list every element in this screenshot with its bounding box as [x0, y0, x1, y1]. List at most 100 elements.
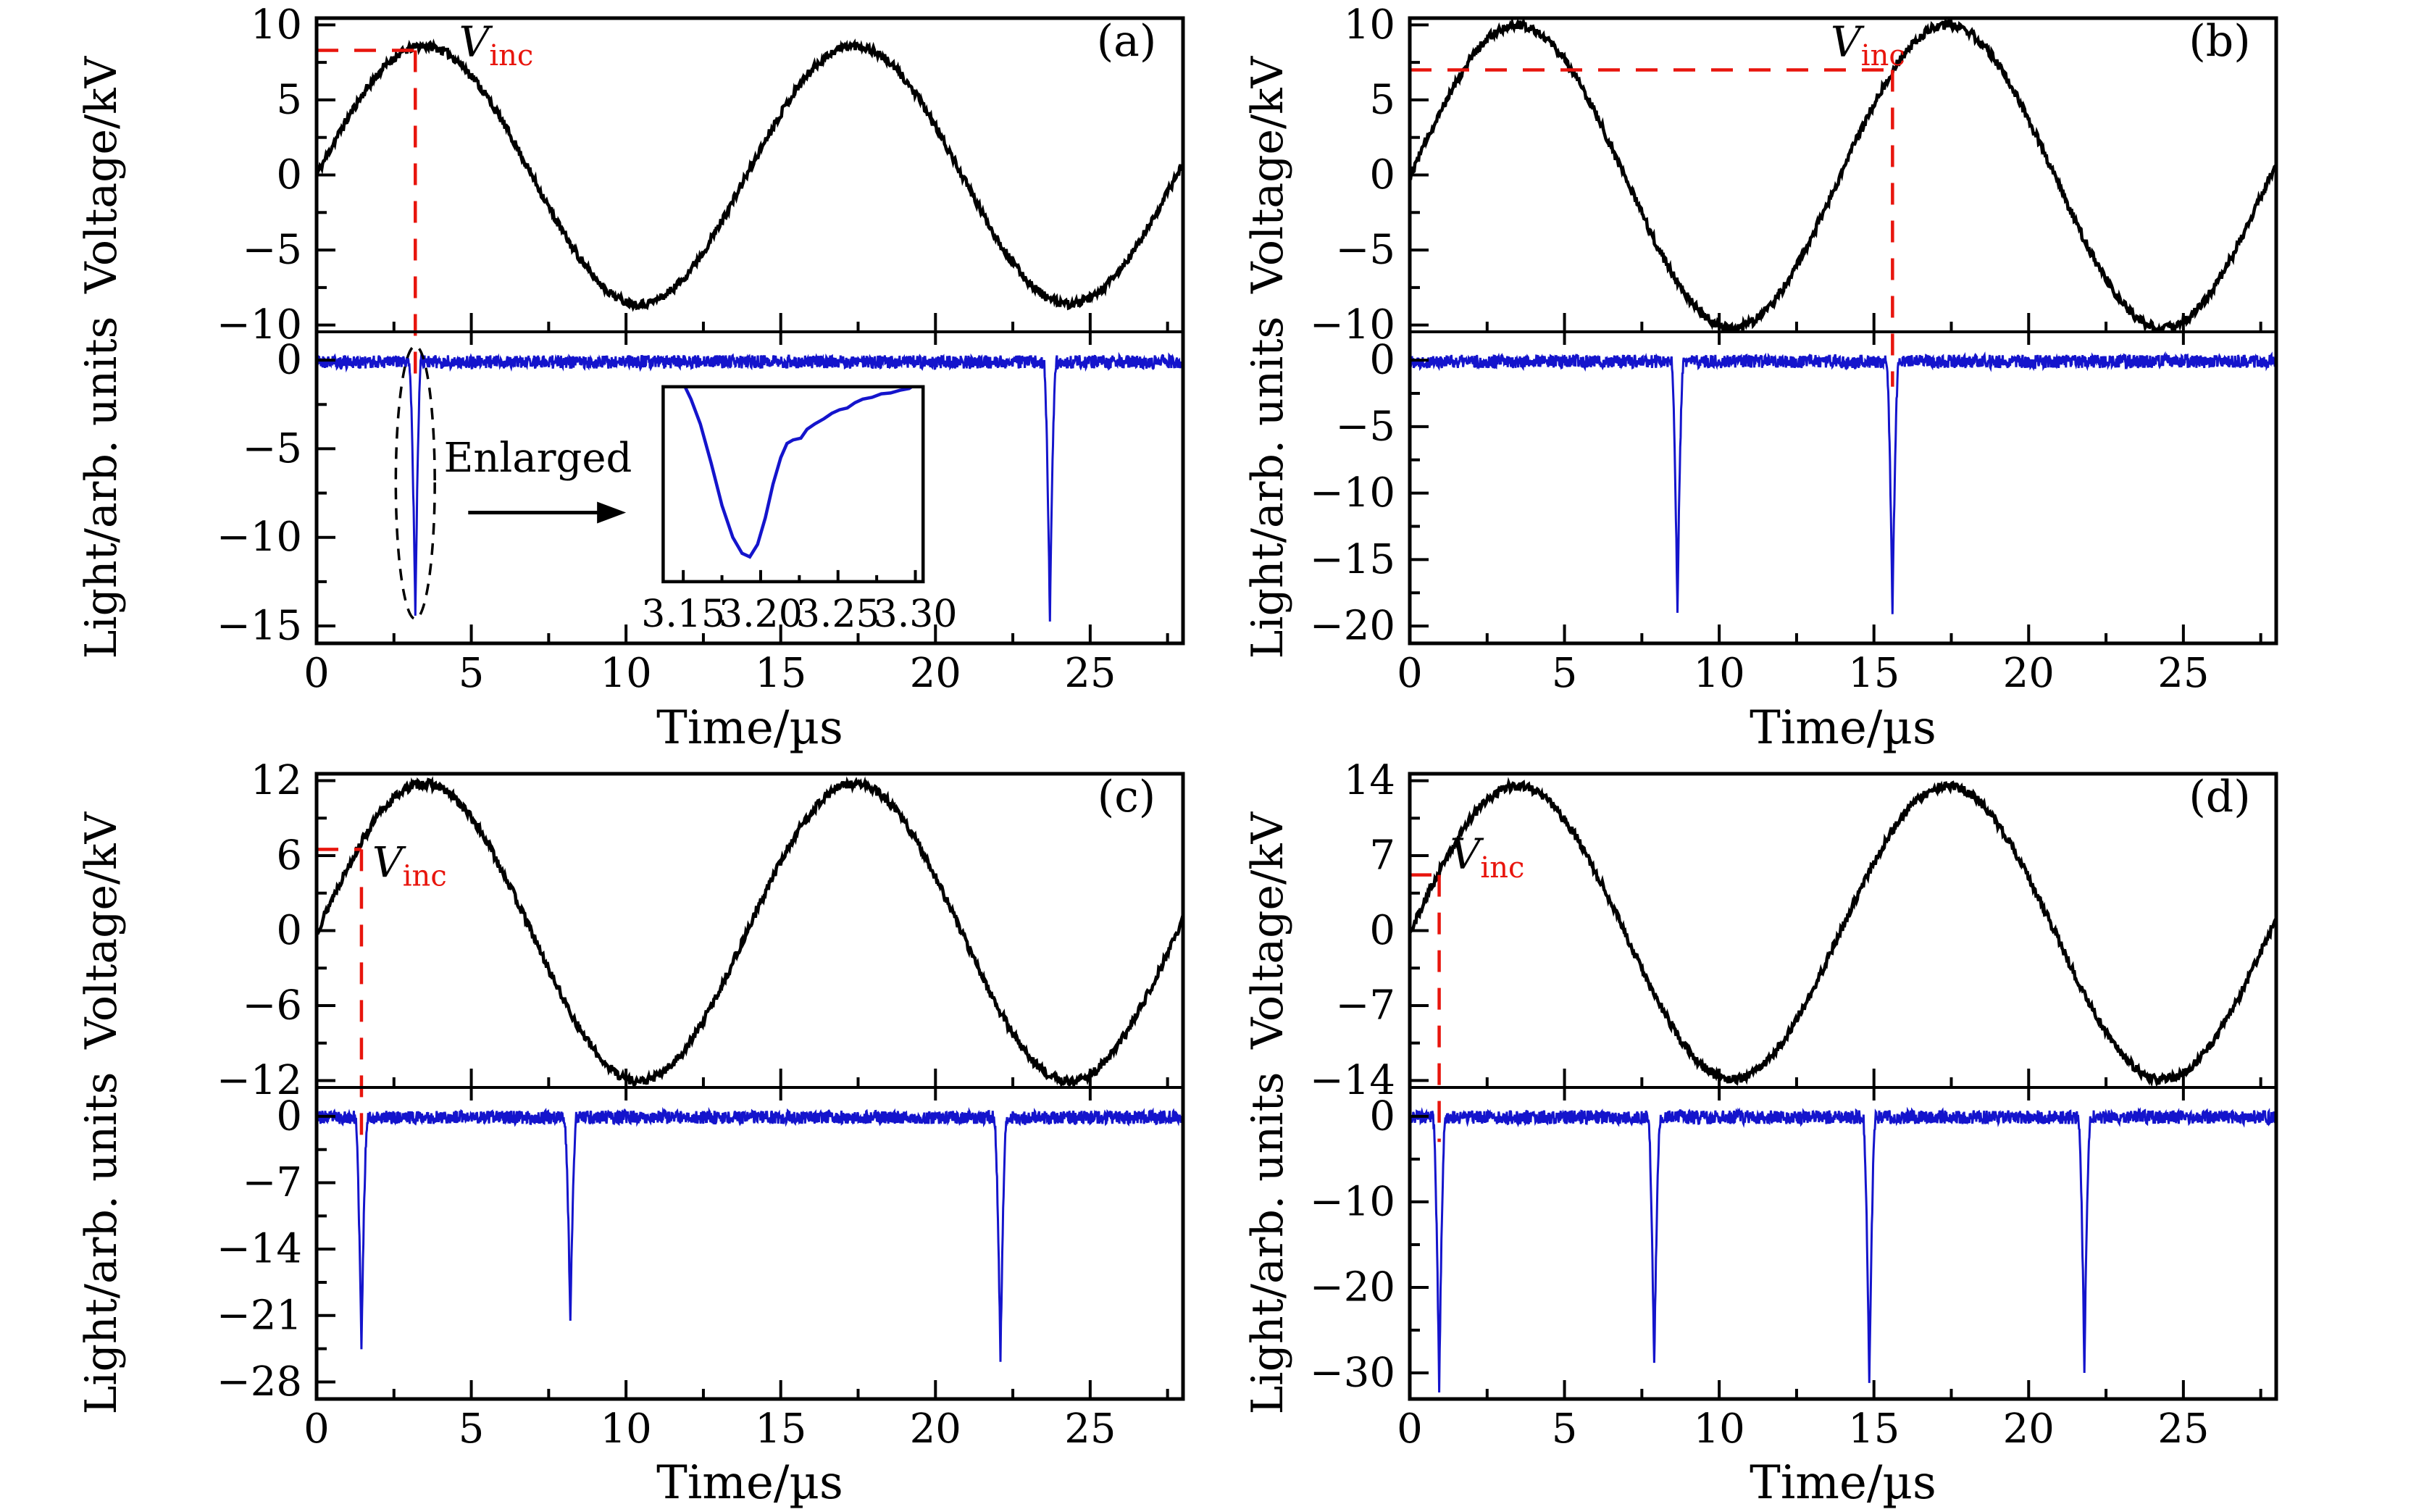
light-tick-label: −5 [242, 425, 302, 472]
panel-letter-c: (c) [1098, 772, 1155, 822]
voltage-tick-label: 10 [251, 1, 302, 49]
light-tick-label: −7 [242, 1159, 302, 1206]
light-tick-label: 0 [1369, 337, 1395, 384]
voltage-tick-label: 0 [276, 151, 302, 199]
x-tick-label: 15 [1848, 650, 1900, 697]
light-axis-label-b: Light/arb. units [1242, 317, 1293, 659]
x-tick-label: 25 [1064, 650, 1116, 697]
light-axis-label-d: Light/arb. units [1242, 1072, 1293, 1415]
voltage-tick-label: −12 [217, 1057, 302, 1104]
voltage-axis-label-b: Voltage/kV [1242, 55, 1293, 294]
x-tick-label: 20 [2003, 650, 2055, 697]
inset-tick-label: 3.15 [641, 593, 725, 636]
enlarged-arrowhead [597, 501, 627, 524]
vinc-label-b: Vinc [1831, 17, 1905, 72]
light-tick-label: 0 [1369, 1093, 1395, 1140]
voltage-tick-label: 7 [1369, 832, 1395, 880]
voltage-tick-label: 6 [276, 832, 302, 879]
x-tick-label: 5 [1552, 650, 1578, 697]
light-trace-c [317, 1106, 1183, 1362]
x-tick-label: 25 [2157, 1406, 2209, 1453]
x-tick-label: 10 [601, 650, 652, 697]
light-tick-label: −5 [1335, 403, 1395, 450]
light-tick-label: −28 [217, 1358, 302, 1406]
light-tick-label: −10 [217, 514, 302, 561]
x-tick-label: 15 [1848, 1406, 1900, 1453]
inset-enlarged-pulse: 3.153.203.253.30 [641, 385, 958, 636]
light-tick-label: −20 [1310, 603, 1395, 650]
light-axis-label-a: Light/arb. units [76, 317, 127, 659]
voltage-tick-label: −5 [1335, 227, 1395, 274]
highlight-ellipse [394, 344, 436, 620]
voltage-tick-label: −14 [1310, 1057, 1395, 1104]
x-tick-label: 0 [1397, 1406, 1423, 1453]
vinc-label-a: Vinc [459, 17, 533, 72]
x-tick-label: 25 [1064, 1406, 1116, 1453]
voltage-tick-label: 5 [1369, 76, 1395, 123]
ticks-a [315, 23, 1169, 643]
light-trace-b [1410, 351, 2276, 614]
light-trace-d [1410, 1106, 2276, 1393]
light-tick-label: 0 [276, 1093, 302, 1140]
voltage-tick-label: −7 [1335, 982, 1395, 1029]
inset-curve [683, 386, 915, 559]
voltage-tick-label: −10 [217, 301, 302, 348]
x-tick-label: 10 [1694, 650, 1745, 697]
voltage-tick-label: −10 [1310, 301, 1395, 348]
voltage-tick-label: 14 [1344, 757, 1395, 804]
light-tick-label: −15 [1310, 536, 1395, 583]
x-tick-label: 0 [1397, 650, 1423, 697]
vinc-label-c: Vinc [372, 838, 447, 893]
voltage-trace-b [1410, 18, 2276, 332]
inset-tick-label: 3.25 [796, 593, 880, 636]
voltage-trace-c [317, 776, 1183, 1087]
panel-letter-a: (a) [1097, 16, 1157, 67]
voltage-trace-d [1410, 777, 2276, 1087]
voltage-tick-label: 10 [1344, 1, 1395, 49]
voltage-trace-a [317, 38, 1183, 312]
light-tick-label: −10 [1310, 469, 1395, 517]
x-tick-label: 25 [2157, 650, 2209, 697]
voltage-tick-label: 0 [1369, 907, 1395, 954]
x-tick-label: 10 [601, 1406, 652, 1453]
x-tick-label: 5 [1552, 1406, 1578, 1453]
x-tick-label: 20 [2003, 1406, 2055, 1453]
inset-frame [661, 385, 925, 584]
x-tick-label: 15 [755, 650, 806, 697]
vinc-label-d: Vinc [1450, 830, 1525, 885]
light-trace-a [317, 351, 1183, 622]
voltage-tick-label: 0 [276, 907, 302, 954]
x-tick-label: 5 [459, 650, 485, 697]
x-tick-label: 15 [755, 1406, 806, 1453]
voltage-axis-label-d: Voltage/kV [1242, 811, 1293, 1050]
ticks-d [1408, 779, 2262, 1399]
ticks-b [1408, 23, 2262, 643]
inset-tick-label: 3.20 [719, 593, 803, 636]
light-tick-label: −30 [1310, 1349, 1395, 1396]
light-tick-label: 0 [276, 337, 302, 384]
voltage-tick-label: −6 [242, 982, 302, 1029]
voltage-axis-label-a: Voltage/kV [76, 55, 127, 294]
inset-tick-label: 3.30 [874, 593, 958, 636]
light-tick-label: −20 [1310, 1264, 1395, 1311]
x-tick-label: 5 [459, 1406, 485, 1453]
light-tick-label: −14 [217, 1226, 302, 1273]
light-tick-label: −15 [217, 603, 302, 650]
voltage-tick-label: −5 [242, 227, 302, 274]
x-tick-label: 0 [304, 1406, 330, 1453]
x-tick-label: 0 [304, 650, 330, 697]
x-tick-label: 10 [1694, 1406, 1745, 1453]
time-axis-label-b: Time/µs [1750, 701, 1936, 755]
light-axis-label-c: Light/arb. units [76, 1072, 127, 1415]
enlarged-label: Enlarged [443, 435, 632, 482]
x-tick-label: 20 [910, 1406, 961, 1453]
time-axis-label-a: Time/µs [656, 701, 843, 755]
x-tick-label: 20 [910, 650, 961, 697]
voltage-tick-label: 0 [1369, 151, 1395, 199]
panel-letter-d: (d) [2189, 772, 2250, 822]
